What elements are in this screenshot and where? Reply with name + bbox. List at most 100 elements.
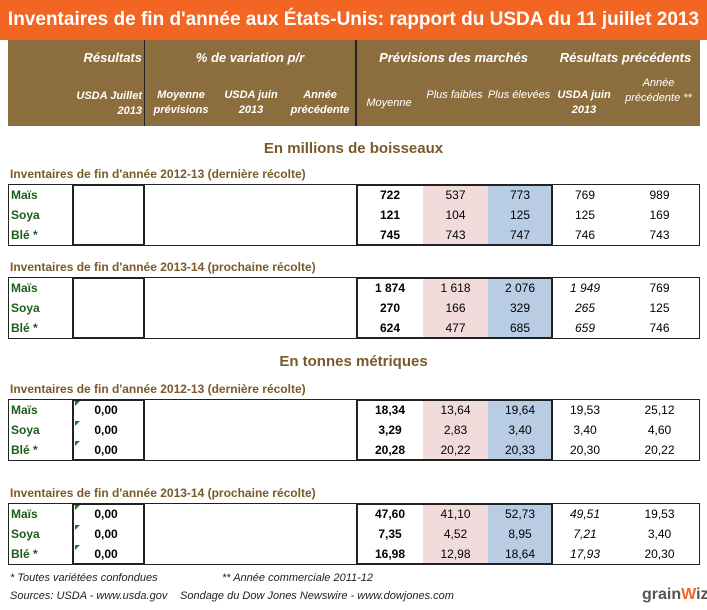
faibles-cell: 166 (445, 301, 466, 315)
comment-marker-icon (75, 401, 80, 406)
elevees-cell: 19,64 (504, 403, 536, 417)
faibles-cell: 13,64 (440, 403, 471, 417)
prec-cell: 20,30 (644, 547, 675, 561)
forecast-box (356, 277, 553, 339)
prec-cell: 20,22 (644, 443, 675, 457)
moyenne-cell: 624 (379, 321, 401, 335)
data-table: Maïs 0,00 47,60 41,10 52,73 49,51 19,53 Soya 0,0… (8, 503, 700, 565)
moyenne-cell: 3,29 (378, 423, 402, 437)
result-cell (73, 205, 139, 225)
comment-marker-icon (75, 525, 80, 530)
data-table: Maïs 722 537 773 769 989 Soya 121 104 125 125 169 Bl… (8, 184, 700, 246)
juin-cell: 125 (574, 208, 596, 222)
juin-cell: 19,53 (569, 403, 601, 417)
moyenne-cell: 16,98 (374, 547, 406, 561)
row-label: Soya (11, 208, 40, 222)
comment-marker-icon (75, 441, 80, 446)
col-prev-usda-juin: USDA juin 2013 (557, 89, 611, 116)
elevees-cell: 329 (509, 301, 531, 315)
prec-cell: 989 (649, 188, 670, 202)
faibles-cell: 20,22 (440, 443, 471, 457)
table-subtitle: Inventaires de fin d'année 2012-13 (dern… (10, 382, 306, 396)
faibles-cell: 2,83 (443, 423, 468, 437)
faibles-cell: 1 618 (440, 281, 471, 295)
elevees-cell: 2 076 (504, 281, 536, 295)
group-previsions: Prévisions des marchés (379, 50, 528, 65)
high-bg (488, 504, 552, 564)
result-cell: 0,00 (94, 547, 118, 561)
elevees-cell: 8,95 (508, 527, 532, 541)
result-box (72, 277, 145, 339)
faibles-cell: 743 (445, 228, 466, 242)
comment-marker-icon (75, 421, 80, 426)
high-bg (488, 278, 552, 338)
prec-cell: 19,53 (644, 507, 675, 521)
row-label: Maïs (11, 188, 38, 202)
col-moyenne-prev: Moyenne prévisions (153, 89, 209, 116)
table-subtitle: Inventaires de fin d'année 2013-14 (proc… (10, 486, 316, 500)
group-resultats: Résultats (83, 50, 142, 65)
section-title: En millions de boisseaux (263, 140, 444, 157)
footnote-survey: Sondage du Dow Jones Newswire - www.dowj… (180, 590, 454, 602)
moyenne-cell: 745 (379, 228, 401, 242)
prec-cell: 743 (649, 228, 670, 242)
juin-cell: 746 (574, 228, 596, 242)
elevees-cell: 125 (509, 208, 531, 222)
low-bg (423, 278, 488, 338)
juin-cell: 20,30 (569, 443, 601, 457)
result-cell (73, 225, 139, 245)
row-label: Soya (11, 301, 40, 315)
prec-cell: 4,60 (647, 423, 672, 437)
section-title: En tonnes métriques (279, 353, 428, 370)
footnote-sources: Sources: USDA - www.usda.gov (10, 590, 168, 602)
forecast-box (356, 503, 553, 565)
page-title: Inventaires de fin d'année aux États-Uni… (0, 0, 707, 40)
forecast-box (356, 184, 553, 246)
result-cell: 0,00 (94, 443, 118, 457)
prec-cell: 125 (649, 301, 670, 315)
prec-cell: 746 (649, 321, 670, 335)
result-cell: 0,00 (94, 507, 118, 521)
result-cell (73, 185, 139, 205)
faibles-cell: 41,10 (440, 507, 471, 521)
elevees-cell: 685 (509, 321, 531, 335)
juin-cell: 49,51 (569, 507, 601, 521)
grainwiz-logo: grainWiz (642, 586, 707, 603)
prec-cell: 3,40 (647, 527, 672, 541)
moyenne-cell: 7,35 (378, 527, 402, 541)
row-label: Maïs (11, 403, 38, 417)
result-cell: 0,00 (94, 527, 118, 541)
juin-cell: 265 (574, 301, 596, 315)
elevees-cell: 20,33 (504, 443, 536, 457)
prec-cell: 25,12 (644, 403, 675, 417)
elevees-cell: 773 (509, 188, 531, 202)
row-label: Soya (11, 527, 40, 541)
row-label: Maïs (11, 507, 38, 521)
col-plus-faibles: Plus faibles (426, 89, 483, 101)
faibles-cell: 537 (445, 188, 466, 202)
low-bg (423, 504, 488, 564)
elevees-cell: 3,40 (508, 423, 532, 437)
result-box (72, 184, 145, 246)
result-cell (73, 278, 139, 298)
comment-marker-icon (75, 505, 80, 510)
header-box-variation (144, 40, 357, 126)
moyenne-cell: 47,60 (374, 507, 406, 521)
col-plus-elevees: Plus élevées (487, 89, 551, 101)
moyenne-cell: 20,28 (374, 443, 406, 457)
moyenne-cell: 18,34 (374, 403, 406, 417)
moyenne-cell: 270 (379, 301, 401, 315)
moyenne-cell: 121 (379, 208, 401, 222)
high-bg (488, 400, 552, 460)
col-usda-juillet: USDA Juillet 2013 (76, 90, 142, 117)
juin-cell: 7,21 (573, 527, 597, 541)
col-usda-juin: USDA juin 2013 (224, 89, 278, 116)
data-table: Maïs 0,00 18,34 13,64 19,64 19,53 25,12 Soya 0,0… (8, 399, 700, 461)
col-prev-annee: Année précédente ** (625, 77, 692, 104)
elevees-cell: 18,64 (504, 547, 536, 561)
result-box (72, 503, 145, 565)
row-label: Soya (11, 423, 40, 437)
faibles-cell: 104 (445, 208, 466, 222)
moyenne-cell: 722 (379, 188, 401, 202)
